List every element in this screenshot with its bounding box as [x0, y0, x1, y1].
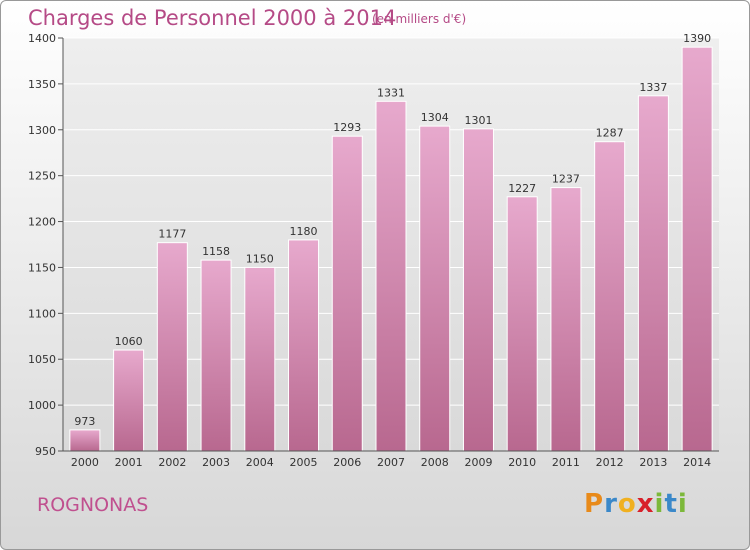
bars: [69, 46, 713, 452]
bar: [550, 187, 582, 452]
data-label: 1390: [683, 32, 711, 45]
y-tick-label: 1050: [28, 353, 56, 366]
data-label: 1180: [290, 225, 318, 238]
y-tick-label: 1200: [28, 216, 56, 229]
data-label: 1293: [333, 121, 361, 134]
logo-letter: o: [617, 489, 637, 519]
data-label: 1158: [202, 245, 230, 258]
bar: [244, 266, 276, 452]
logo-letter: x: [636, 489, 655, 519]
data-label: 1060: [115, 335, 143, 348]
x-tick-label: 2006: [333, 456, 361, 469]
x-tick-label: 2010: [508, 456, 536, 469]
proxiti-logo[interactable]: Proxiti: [584, 489, 688, 519]
bar: [375, 100, 407, 452]
x-tick-label: 2001: [115, 456, 143, 469]
data-label: 1301: [464, 114, 492, 127]
y-tick-label: 1250: [28, 170, 56, 183]
x-tick-label: 2007: [377, 456, 405, 469]
x-tick-label: 2009: [464, 456, 492, 469]
bar: [419, 125, 451, 452]
bar: [200, 259, 232, 452]
x-tick-label: 2005: [290, 456, 318, 469]
data-label: 1177: [158, 228, 186, 241]
chart-subtitle: (en milliers d'€): [372, 12, 467, 26]
logo-letter: i: [677, 489, 688, 519]
location-label: ROGNONAS: [37, 494, 149, 516]
data-labels: 973 1060 1177 1158 1150 1180 1293 1331 1304 1301 1…: [74, 32, 711, 428]
x-tick-label: 2011: [552, 456, 580, 469]
bar: [681, 46, 713, 452]
chart-title: Charges de Personnel 2000 à 2014: [28, 6, 397, 30]
bar: [69, 429, 101, 452]
x-axis: 2000 2001 2002 2003 2004 2005 2006 2007 2008 2009…: [63, 450, 719, 469]
data-label: 1287: [596, 127, 624, 140]
x-tick-label: 2014: [683, 456, 711, 469]
data-label: 1304: [421, 111, 449, 124]
data-label: 1337: [639, 81, 667, 94]
bar: [113, 349, 145, 452]
data-label: 973: [74, 415, 95, 428]
logo-letter: P: [584, 489, 605, 519]
logo-letter: t: [664, 489, 678, 519]
bar: [156, 242, 188, 452]
logo-letter: r: [604, 489, 618, 519]
bar: [594, 141, 626, 452]
data-label: 1237: [552, 173, 580, 186]
logo-letter: i: [654, 489, 665, 519]
y-axis: 950 1000 1050 1100 1150 1200 1250 1300 1350 1400: [28, 32, 64, 458]
x-tick-label: 2002: [158, 456, 186, 469]
bar: [331, 135, 363, 452]
y-tick-label: 1300: [28, 124, 56, 137]
x-tick-label: 2008: [421, 456, 449, 469]
x-tick-label: 2012: [596, 456, 624, 469]
y-tick-label: 1150: [28, 261, 56, 274]
bar: [288, 239, 320, 452]
y-tick-label: 950: [35, 445, 56, 458]
x-tick-label: 2004: [246, 456, 274, 469]
y-tick-label: 1000: [28, 399, 56, 412]
bar: [637, 95, 669, 452]
x-tick-label: 2000: [71, 456, 99, 469]
x-tick-label: 2013: [639, 456, 667, 469]
y-tick-label: 1400: [28, 32, 56, 45]
x-tick-label: 2003: [202, 456, 230, 469]
bar: [462, 128, 494, 452]
y-tick-label: 1100: [28, 307, 56, 320]
data-label: 1331: [377, 86, 405, 99]
data-label: 1150: [246, 252, 274, 265]
data-label: 1227: [508, 182, 536, 195]
y-tick-label: 1350: [28, 78, 56, 91]
bar: [506, 196, 538, 452]
